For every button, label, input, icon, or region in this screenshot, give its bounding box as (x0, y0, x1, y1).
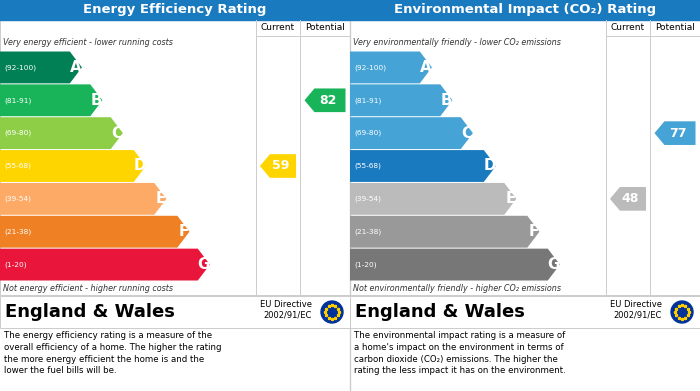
Polygon shape (0, 249, 210, 280)
Polygon shape (260, 154, 296, 178)
Text: (39-54): (39-54) (4, 196, 31, 202)
Text: (21-38): (21-38) (4, 228, 32, 235)
Text: F: F (178, 224, 188, 239)
Text: Current: Current (261, 23, 295, 32)
Bar (350, 296, 700, 328)
Text: Energy Efficiency Rating: Energy Efficiency Rating (83, 4, 267, 16)
Bar (350, 0, 700, 20)
Text: C: C (461, 126, 472, 141)
Polygon shape (304, 88, 346, 112)
Text: (55-68): (55-68) (354, 163, 381, 169)
Text: EU Directive
2002/91/EC: EU Directive 2002/91/EC (260, 300, 312, 320)
Text: F: F (528, 224, 538, 239)
Text: Very environmentally friendly - lower CO₂ emissions: Very environmentally friendly - lower CO… (353, 38, 561, 47)
Text: B: B (440, 93, 452, 108)
Polygon shape (654, 121, 696, 145)
Text: Potential: Potential (655, 23, 695, 32)
Text: (69-80): (69-80) (4, 130, 32, 136)
Text: Very energy efficient - lower running costs: Very energy efficient - lower running co… (3, 38, 173, 47)
Text: (1-20): (1-20) (354, 261, 377, 268)
Text: (81-91): (81-91) (4, 97, 32, 104)
Text: (69-80): (69-80) (354, 130, 382, 136)
Text: 48: 48 (622, 192, 639, 205)
Bar (350, 20, 700, 295)
Text: A: A (70, 60, 82, 75)
Text: EU Directive
2002/91/EC: EU Directive 2002/91/EC (610, 300, 662, 320)
Text: Not environmentally friendly - higher CO₂ emissions: Not environmentally friendly - higher CO… (353, 284, 561, 293)
Bar (0, 0, 350, 20)
Polygon shape (0, 84, 102, 116)
Text: England & Wales: England & Wales (355, 303, 525, 321)
Text: B: B (90, 93, 102, 108)
Text: (92-100): (92-100) (354, 64, 386, 71)
Circle shape (321, 301, 343, 323)
Text: (92-100): (92-100) (4, 64, 36, 71)
Text: (39-54): (39-54) (354, 196, 381, 202)
Polygon shape (0, 216, 190, 248)
Text: (81-91): (81-91) (354, 97, 382, 104)
Text: The energy efficiency rating is a measure of the
overall efficiency of a home. T: The energy efficiency rating is a measur… (4, 331, 221, 375)
Polygon shape (350, 150, 496, 182)
Text: Potential: Potential (305, 23, 345, 32)
Text: England & Wales: England & Wales (5, 303, 175, 321)
Circle shape (671, 301, 693, 323)
Text: G: G (547, 257, 560, 272)
Bar (0, 20, 350, 295)
Text: 82: 82 (319, 94, 337, 107)
Polygon shape (350, 52, 432, 83)
Polygon shape (350, 249, 560, 280)
Polygon shape (0, 52, 82, 83)
Text: The environmental impact rating is a measure of
a home's impact on the environme: The environmental impact rating is a mea… (354, 331, 566, 375)
Text: Current: Current (611, 23, 645, 32)
Text: G: G (197, 257, 210, 272)
Text: D: D (134, 158, 146, 174)
Text: (55-68): (55-68) (4, 163, 31, 169)
Text: E: E (505, 191, 515, 206)
Text: 77: 77 (669, 127, 687, 140)
Polygon shape (350, 183, 517, 215)
Text: 59: 59 (272, 160, 289, 172)
Text: Environmental Impact (CO₂) Rating: Environmental Impact (CO₂) Rating (394, 4, 656, 16)
Text: A: A (420, 60, 432, 75)
Text: Not energy efficient - higher running costs: Not energy efficient - higher running co… (3, 284, 173, 293)
Polygon shape (0, 117, 123, 149)
Text: C: C (111, 126, 122, 141)
Polygon shape (0, 150, 146, 182)
Polygon shape (0, 183, 167, 215)
Polygon shape (350, 117, 473, 149)
Text: E: E (155, 191, 165, 206)
Polygon shape (350, 216, 540, 248)
Text: D: D (484, 158, 496, 174)
Polygon shape (610, 187, 646, 211)
Polygon shape (350, 84, 452, 116)
Text: (21-38): (21-38) (354, 228, 382, 235)
Bar (0, 296, 350, 328)
Text: (1-20): (1-20) (4, 261, 27, 268)
